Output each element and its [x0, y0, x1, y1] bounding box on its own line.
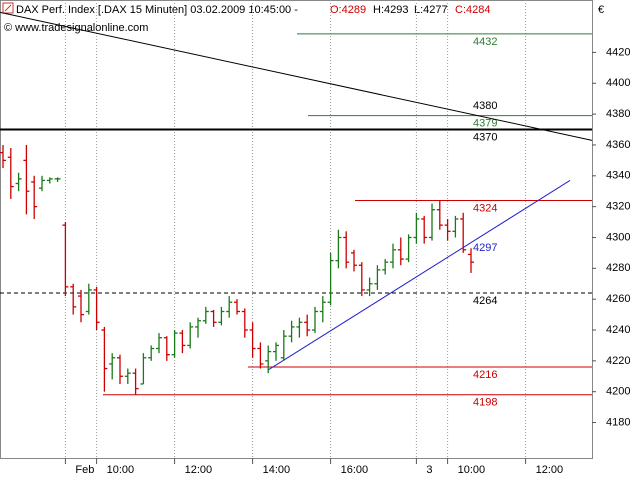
trendline [0, 11, 593, 141]
trendline-label: 4297 [473, 242, 497, 254]
y-tick-label: 4320 [606, 201, 630, 213]
level-label: 4432 [473, 36, 497, 48]
header-open: O:4289 [330, 4, 366, 16]
y-tick-label: 4180 [606, 416, 630, 428]
header-high: H:4293 [373, 4, 408, 16]
header-close: C:4284 [455, 4, 490, 16]
y-tick-label: 4400 [606, 77, 630, 89]
level-label: 4216 [473, 369, 497, 381]
y-tick-label: 4220 [606, 355, 630, 367]
x-tick-label: 3 [426, 464, 432, 476]
level-label: 4198 [473, 397, 497, 409]
y-tick-label: 4240 [606, 324, 630, 336]
y-tick-label: 4280 [606, 262, 630, 274]
y-tick-label: 4380 [606, 108, 630, 120]
y-tick-label: 4200 [606, 386, 630, 398]
watermark: © www.tradesignalonline.com [4, 22, 148, 34]
x-tick-label: 14:00 [263, 464, 291, 476]
level-label: 4370 [473, 131, 497, 143]
y-tick-label: 4360 [606, 139, 630, 151]
x-tick-label: 16:00 [341, 464, 369, 476]
level-label: 4324 [473, 202, 497, 214]
trendline-label: 4380 [473, 100, 497, 112]
x-tick-label: Feb [75, 464, 94, 476]
chart-icon [2, 2, 14, 14]
x-tick-label: 12:00 [185, 464, 213, 476]
x-tick-label: 10:00 [458, 464, 486, 476]
header-instrument: DAX Perf. Index [.DAX 15 Minuten] 03.02.… [16, 4, 298, 16]
level-label: 4379 [473, 118, 497, 130]
x-tick-label: 12:00 [536, 464, 564, 476]
y-tick-label: 4420 [606, 46, 630, 58]
plot-frame [0, 0, 593, 459]
y-tick-label: 4300 [606, 231, 630, 243]
y-tick-label: 4340 [606, 170, 630, 182]
trendline [267, 180, 571, 371]
level-label: 4264 [473, 295, 497, 307]
x-tick-label: 10:00 [107, 464, 135, 476]
header-low: L:4277 [414, 4, 448, 16]
currency: € [598, 4, 604, 16]
y-tick-label: 4260 [606, 293, 630, 305]
